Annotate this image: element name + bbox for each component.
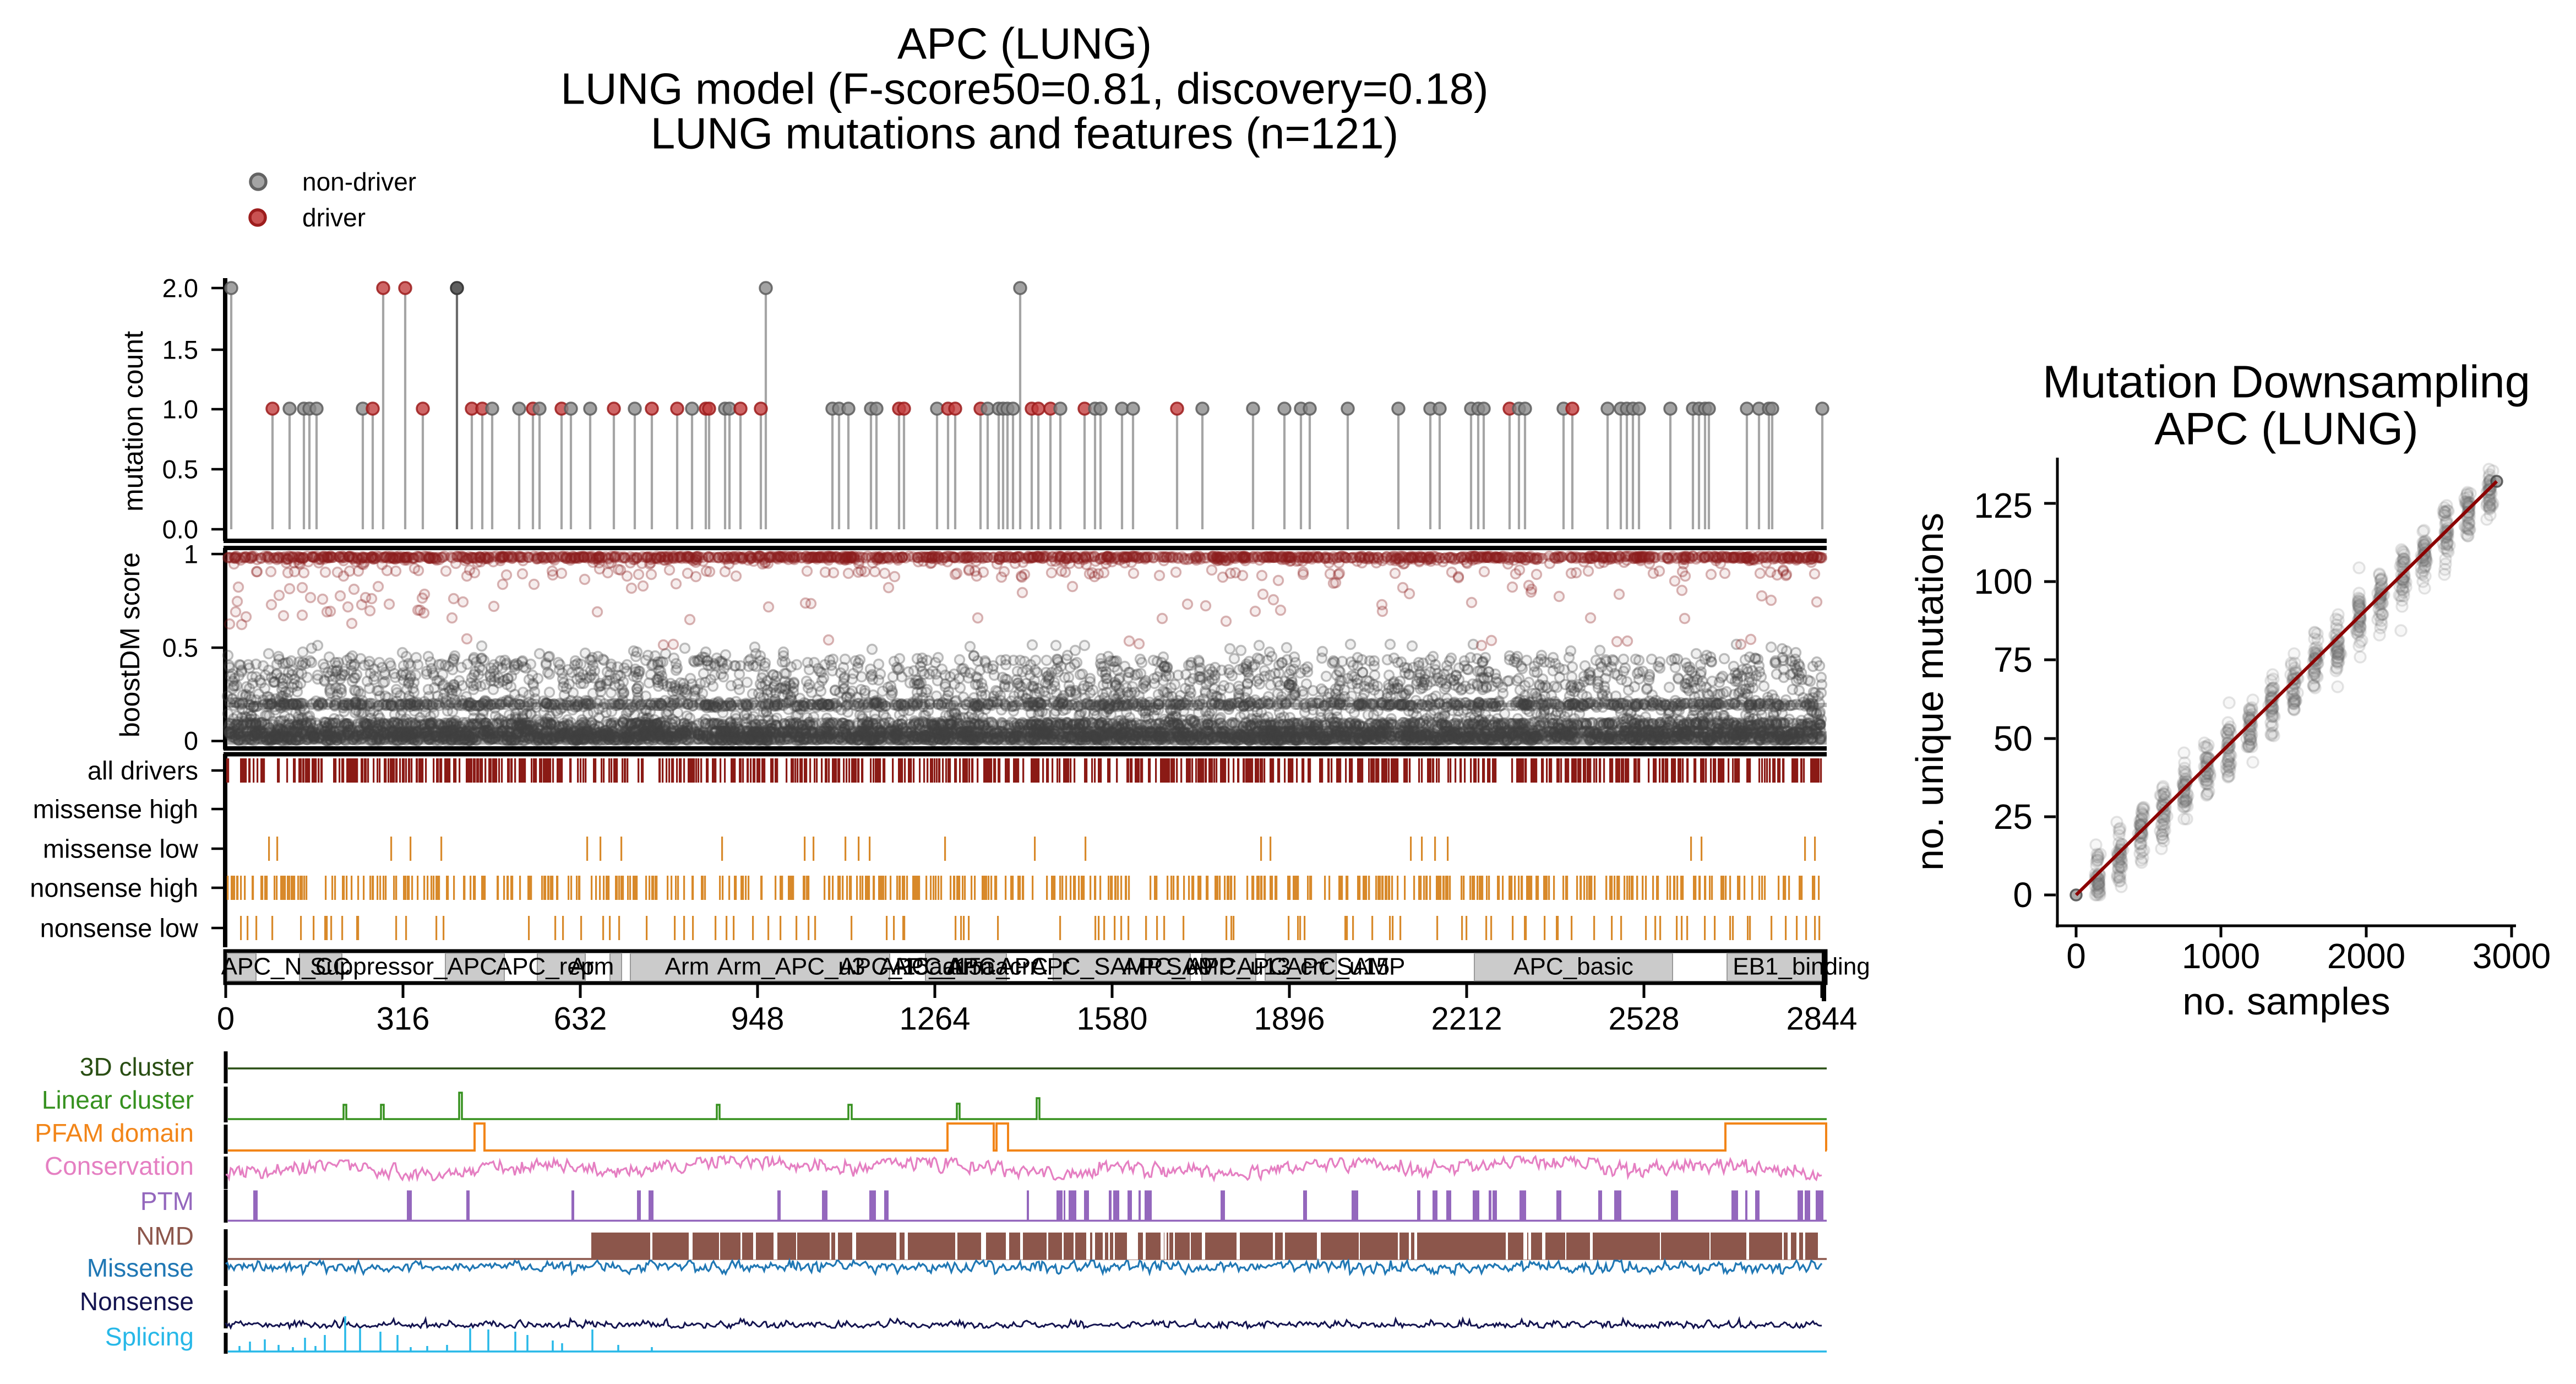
svg-text:Conservation: Conservation (45, 1152, 194, 1180)
svg-text:Suppressor_APC: Suppressor_APC (310, 953, 497, 980)
svg-text:3000: 3000 (2472, 936, 2551, 976)
svg-text:no. samples: no. samples (2182, 980, 2390, 1023)
svg-text:1.5: 1.5 (162, 335, 198, 365)
svg-text:Missense: Missense (87, 1253, 194, 1282)
svg-text:1896: 1896 (1254, 1001, 1325, 1037)
svg-text:Splicing: Splicing (105, 1322, 194, 1351)
svg-text:nonsense high: nonsense high (30, 873, 198, 903)
svg-text:50: 50 (1994, 719, 2033, 758)
svg-text:25: 25 (1994, 797, 2033, 837)
svg-text:0.5: 0.5 (162, 455, 198, 484)
svg-text:2.0: 2.0 (162, 274, 198, 303)
svg-text:nonsense low: nonsense low (40, 914, 199, 943)
svg-text:948: 948 (731, 1001, 785, 1037)
svg-text:mutation count: mutation count (118, 331, 149, 512)
svg-text:PFAM domain: PFAM domain (35, 1119, 194, 1147)
svg-text:Arm: Arm (665, 953, 710, 980)
svg-text:1264: 1264 (899, 1001, 970, 1037)
svg-text:2528: 2528 (1608, 1001, 1679, 1037)
svg-text:driver: driver (302, 203, 366, 232)
svg-text:APC (LUNG): APC (LUNG) (2154, 403, 2419, 454)
svg-text:EB1_binding: EB1_binding (1733, 953, 1870, 980)
svg-text:2000: 2000 (2327, 936, 2405, 976)
svg-text:all drivers: all drivers (88, 756, 198, 785)
svg-text:100: 100 (1974, 562, 2033, 601)
svg-text:APC (LUNG): APC (LUNG) (897, 19, 1152, 68)
svg-text:0.5: 0.5 (162, 633, 198, 663)
svg-text:no. unique mutations: no. unique mutations (1908, 513, 1951, 871)
svg-text:0: 0 (2013, 875, 2033, 915)
svg-text:non-driver: non-driver (302, 167, 416, 196)
svg-text:2844: 2844 (1786, 1001, 1857, 1037)
svg-text:boostDM score: boostDM score (115, 552, 145, 737)
svg-text:Linear cluster: Linear cluster (42, 1086, 194, 1114)
svg-text:Nonsense: Nonsense (80, 1287, 194, 1316)
svg-text:0: 0 (217, 1001, 235, 1037)
svg-text:0: 0 (2066, 936, 2086, 976)
svg-text:2212: 2212 (1431, 1001, 1502, 1037)
svg-text:1000: 1000 (2182, 936, 2260, 976)
svg-text:NMD: NMD (136, 1222, 194, 1250)
svg-text:missense low: missense low (43, 834, 199, 864)
svg-text:LUNG model (F-score50=0.81, di: LUNG model (F-score50=0.81, discovery=0.… (560, 64, 1488, 113)
svg-text:632: 632 (554, 1001, 607, 1037)
svg-text:1: 1 (184, 540, 198, 569)
svg-text:APC_basic: APC_basic (1513, 953, 1633, 980)
svg-text:1580: 1580 (1076, 1001, 1147, 1037)
svg-text:3D cluster: 3D cluster (80, 1052, 194, 1081)
svg-text:Arm: Arm (570, 953, 614, 980)
svg-text:LUNG mutations and features (n: LUNG mutations and features (n=121) (651, 109, 1399, 158)
svg-text:Mutation Downsampling: Mutation Downsampling (2043, 356, 2530, 408)
svg-text:125: 125 (1974, 486, 2033, 525)
svg-text:SAMP: SAMP (1337, 953, 1406, 980)
svg-text:PTM: PTM (140, 1187, 194, 1215)
svg-text:316: 316 (377, 1001, 430, 1037)
svg-text:missense high: missense high (33, 795, 198, 824)
svg-text:1.0: 1.0 (162, 395, 198, 424)
svg-text:0: 0 (184, 726, 198, 756)
svg-text:75: 75 (1994, 640, 2033, 680)
